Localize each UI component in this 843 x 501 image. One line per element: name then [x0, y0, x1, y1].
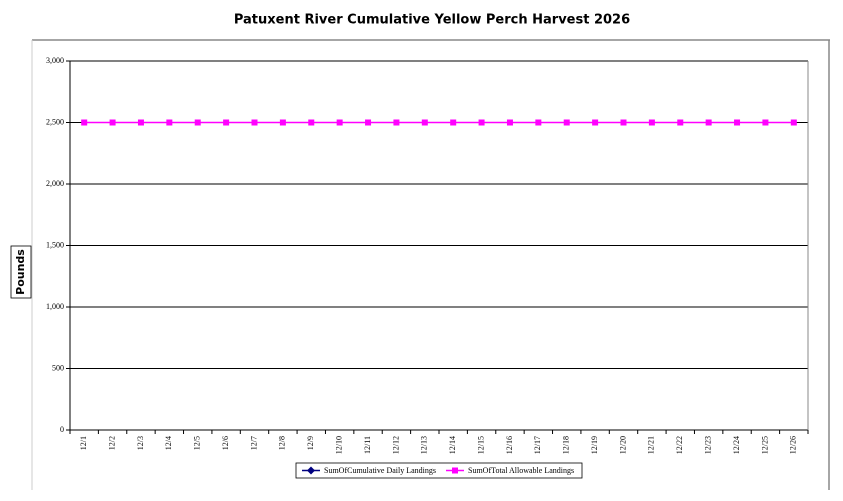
data-point [620, 119, 627, 126]
y-tick-label: 2,000 [46, 179, 64, 188]
data-point [223, 119, 230, 126]
x-tick-label: 12/24 [732, 436, 741, 454]
data-point [336, 119, 343, 126]
data-point [365, 119, 372, 126]
data-point [506, 119, 513, 126]
legend-marker [452, 467, 458, 474]
y-tick-label: 1,000 [46, 302, 64, 311]
data-point [677, 119, 684, 126]
y-label-box [10, 245, 32, 299]
y-tick-label: 500 [52, 363, 64, 372]
data-point [535, 119, 542, 126]
data-point [81, 119, 88, 126]
x-tick-label: 12/25 [760, 436, 769, 454]
x-tick-label: 12/23 [703, 436, 712, 454]
x-tick-label: 12/8 [278, 436, 287, 450]
legend-marker [307, 466, 315, 475]
data-point [734, 119, 741, 126]
data-point [790, 119, 797, 126]
data-point [166, 119, 173, 126]
x-tick-label: 12/7 [249, 436, 258, 450]
legend-label: SumOfTotal Allowable Landings [468, 466, 574, 475]
data-point [251, 119, 258, 126]
x-tick-label: 12/2 [107, 436, 116, 450]
y-axis-label: Pounds [14, 249, 27, 295]
x-tick-label: 12/22 [675, 436, 684, 454]
data-point [648, 119, 655, 126]
data-point [308, 119, 315, 126]
x-tick-label: 12/3 [136, 436, 145, 450]
data-point [762, 119, 769, 126]
y-tick-label: 3,000 [46, 56, 64, 65]
data-point [592, 119, 599, 126]
x-tick-label: 12/4 [164, 436, 173, 450]
x-tick-label: 12/6 [221, 436, 230, 450]
x-tick-label: 12/1 [79, 436, 88, 450]
y-tick-label: 2,500 [46, 117, 64, 126]
x-tick-label: 12/17 [533, 436, 542, 454]
x-tick-label: 12/5 [193, 436, 202, 450]
y-tick-label: 0 [60, 425, 64, 434]
data-point [393, 119, 400, 126]
chart-title: Patuxent River Cumulative Yellow Perch H… [234, 13, 630, 28]
x-tick-label: 12/13 [420, 436, 429, 454]
x-tick-label: 12/26 [789, 436, 798, 454]
data-point [421, 119, 428, 126]
data-point [279, 119, 286, 126]
data-point [563, 119, 570, 126]
data-point [450, 119, 457, 126]
x-tick-label: 12/11 [363, 436, 372, 454]
x-tick-label: 12/18 [562, 436, 571, 454]
data-point [109, 119, 116, 126]
x-tick-label: 12/14 [448, 436, 457, 454]
legend-label: SumOfCumulative Daily Landings [324, 466, 436, 475]
x-tick-label: 12/9 [306, 436, 315, 450]
legend-box [295, 462, 583, 479]
x-tick-label: 12/10 [334, 436, 343, 454]
x-tick-label: 12/21 [647, 436, 656, 454]
x-tick-label: 12/19 [590, 436, 599, 454]
data-point [705, 119, 712, 126]
data-point [194, 119, 201, 126]
x-tick-label: 12/15 [476, 436, 485, 454]
x-tick-label: 12/12 [391, 436, 400, 454]
x-tick-label: 12/16 [505, 436, 514, 454]
x-tick-label: 12/20 [618, 436, 627, 454]
data-point [137, 119, 144, 126]
y-tick-label: 1,500 [46, 240, 64, 249]
data-point [478, 119, 485, 126]
